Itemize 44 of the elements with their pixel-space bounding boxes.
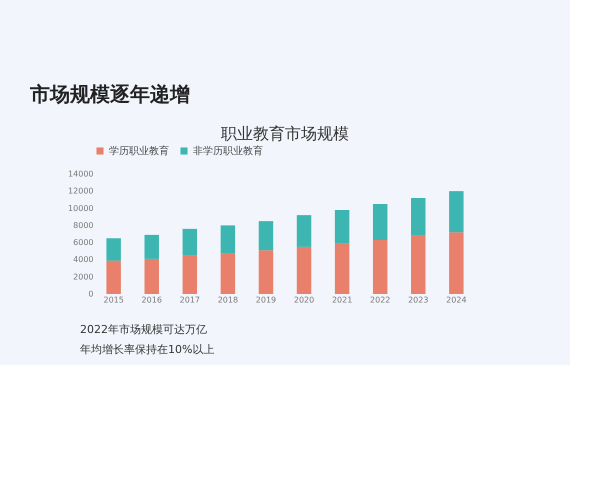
bar	[106, 260, 121, 294]
bar	[106, 238, 121, 261]
x-tick-label: 2022	[370, 296, 390, 304]
x-tick-label: 2015	[103, 296, 124, 304]
bar	[144, 258, 159, 294]
bar	[144, 234, 159, 259]
y-tick-label: 4000	[73, 255, 94, 264]
x-tick-label: 2016	[142, 296, 162, 304]
bar	[372, 240, 388, 294]
x-tick-label: 2019	[256, 296, 276, 304]
bar	[372, 204, 388, 240]
bar	[411, 236, 426, 294]
text: 2022年市场规模可达万亿	[80, 323, 207, 336]
legend-label: 非学历职业教育	[193, 145, 263, 157]
text: 年均增长率保持在10%以上	[80, 343, 214, 356]
bar	[334, 243, 350, 294]
bar	[258, 250, 274, 294]
bar	[334, 210, 350, 244]
bar	[220, 225, 236, 254]
legend-label: 学历职业教育	[109, 145, 169, 157]
bar	[296, 246, 312, 294]
y-tick-label: 0	[88, 290, 94, 298]
y-tick-label: 10000	[68, 204, 94, 213]
y-tick-label: 8000	[73, 220, 94, 230]
x-tick-label: 2020	[294, 296, 314, 304]
bar	[449, 232, 464, 294]
chart-title: 职业教育市场规模	[221, 124, 349, 143]
y-tick-label: 6000	[73, 238, 94, 248]
x-tick-label: 2023	[408, 296, 428, 304]
y-tick-label: 2000	[73, 272, 94, 282]
x-tick-label: 2024	[446, 296, 467, 304]
bar	[296, 215, 312, 247]
bar	[449, 191, 464, 232]
y-tick-label: 12000	[68, 186, 94, 196]
y-tick-label: 14000	[68, 170, 94, 178]
bar	[182, 228, 198, 256]
bar	[182, 255, 198, 294]
x-tick-label: 2021	[332, 296, 352, 304]
bar	[258, 221, 274, 250]
x-tick-label: 2017	[180, 296, 200, 304]
bar	[220, 254, 236, 294]
text: 市场规模逐年递增	[29, 82, 190, 106]
x-tick-label: 2018	[218, 296, 238, 304]
bar	[411, 198, 426, 236]
